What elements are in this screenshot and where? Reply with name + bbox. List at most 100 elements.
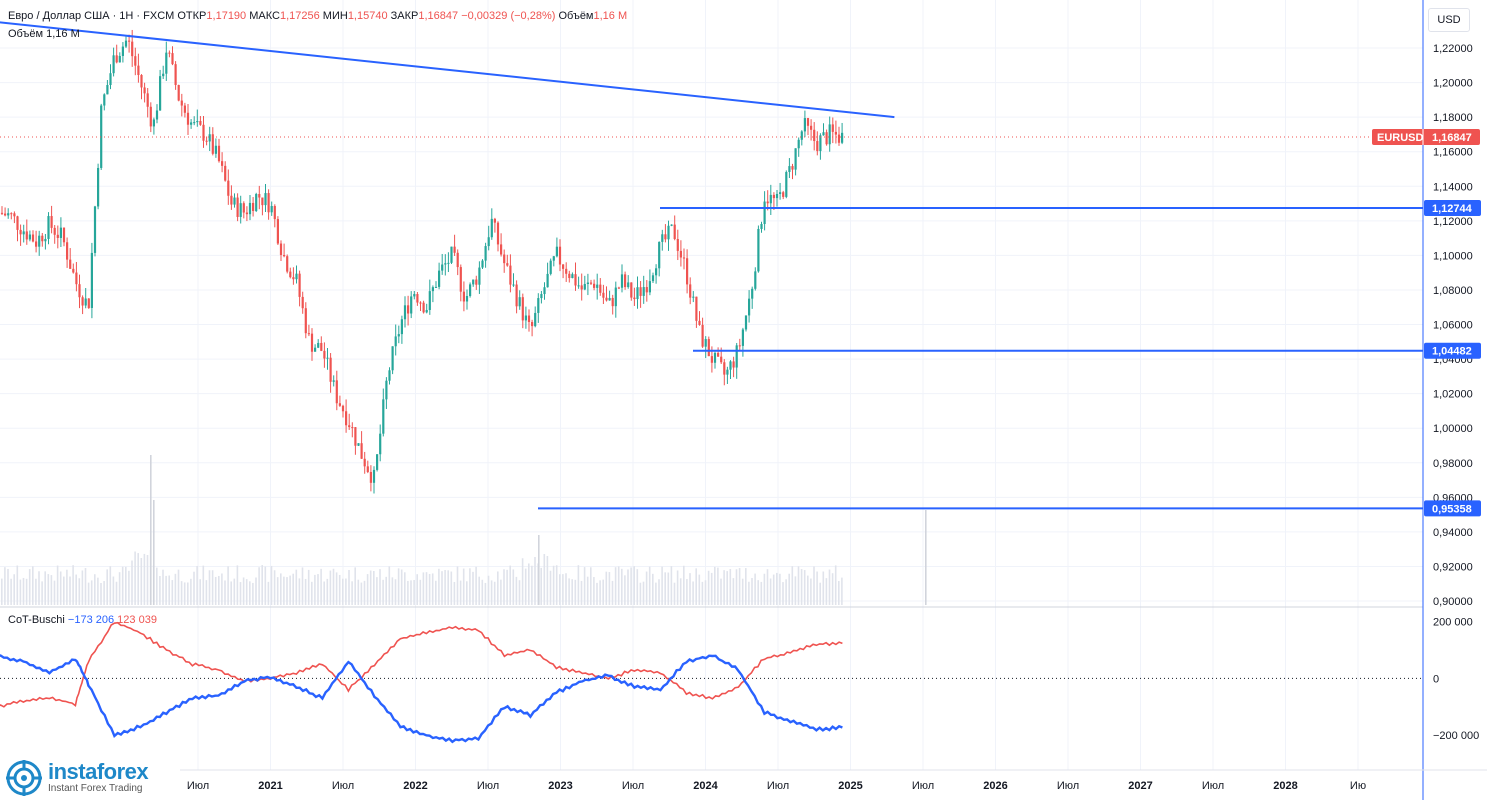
volume-bar [565,573,567,605]
candle [239,195,242,224]
candle [465,289,469,310]
candle [84,287,87,309]
candle [741,327,744,357]
volume-bar [608,572,611,605]
candle [459,264,462,302]
volume-bar [19,579,22,605]
candle [779,182,782,200]
symbol-title[interactable]: Евро / Доллар США · 1Н · FXCM [8,10,175,22]
candle [335,370,338,411]
volume-bar [270,565,273,605]
candle [831,117,834,144]
volume-bar [134,551,136,605]
time-tick-label: Июл [767,780,789,792]
svg-text:0,95358: 0,95358 [1432,503,1472,515]
candle [701,317,704,348]
candle [760,221,763,233]
time-axis[interactable]: Июл 2021 Июл 2022 Июл 2023 Июл 2024 Июл 2025 Июл 20… [187,780,1366,792]
volume-bar [125,566,127,605]
candle [279,240,283,262]
volume-bar [515,576,518,605]
candle [304,302,307,339]
volume-row-label[interactable]: Объём [8,28,44,40]
volume-bar [280,573,282,605]
volume-bar [797,566,800,605]
time-tick-label: Июл [477,780,499,792]
volume-bar [655,582,657,605]
candle [707,336,710,357]
volume-bar [518,580,521,605]
volume-bar [177,569,180,605]
candle [679,240,682,267]
candle [496,221,500,252]
volume-bar [332,568,335,605]
price-tick-label: 1,06000 [1433,320,1473,332]
candle [481,259,484,269]
candle [317,339,320,349]
volume-bar [112,576,115,605]
candle [611,294,614,315]
candle [180,93,183,117]
candle [580,273,583,301]
volume-bar [590,567,592,605]
horizontal-levels[interactable] [538,206,1423,510]
candle [698,311,701,326]
volume-bar [593,577,595,605]
candle [713,351,717,369]
candle [155,104,159,124]
volume-bar [772,574,775,605]
volume-bar [100,582,102,605]
level-price-tag[interactable]: 0,95358 [1424,500,1481,517]
candle [295,265,298,284]
resistance-trendline[interactable] [0,21,895,119]
volume-bar [354,567,356,605]
volume-bar [69,576,71,605]
volume-bar [763,573,766,605]
candle [190,119,193,129]
trendline-drawing[interactable] [0,21,895,119]
candle [729,360,732,380]
volume-bar [252,582,254,605]
candle [503,249,506,273]
candle [785,170,788,199]
candle [775,189,779,207]
volume-bar [295,569,298,605]
candle [800,130,803,146]
candle [462,281,465,312]
level-price-tag[interactable]: 1,04482 [1424,342,1481,359]
volume-bar [760,581,763,605]
volume-bar [115,581,118,605]
price-tick-label: 1,16000 [1433,147,1473,159]
candle [475,275,478,290]
volume-bar [32,566,34,605]
symbol-price-tag[interactable]: EURUSD 1,16847 [1372,129,1480,146]
volume-bar [776,572,778,605]
volume-bar [63,576,65,605]
price-tick-label: 0,90000 [1433,596,1473,608]
candle [434,281,438,288]
volume-bar [44,571,46,605]
candle [16,215,19,242]
candle [298,270,301,307]
candle [208,126,211,152]
level-price-tag[interactable]: 1,12744 [1424,199,1481,216]
candle [289,267,292,279]
volume-bar [50,575,53,605]
candle [689,277,692,305]
high-value: 1,17256 [279,10,320,22]
candle [397,325,400,344]
candle [410,291,413,319]
candle [642,275,645,304]
time-tick-label: Июл [332,780,354,792]
volume-bar [397,568,400,605]
volume-bar [422,572,425,605]
price-axis[interactable]: 1,22000 1,20000 1,18000 1,16000 1,14000 1,120… [1372,43,1481,608]
candle [310,328,314,361]
indicator-name[interactable]: CoT-Buschi [8,614,65,626]
currency-button[interactable]: USD [1428,8,1470,32]
cot-short-line [0,621,843,708]
candle [627,275,630,289]
volume-bar [221,573,223,605]
candle [636,276,639,309]
